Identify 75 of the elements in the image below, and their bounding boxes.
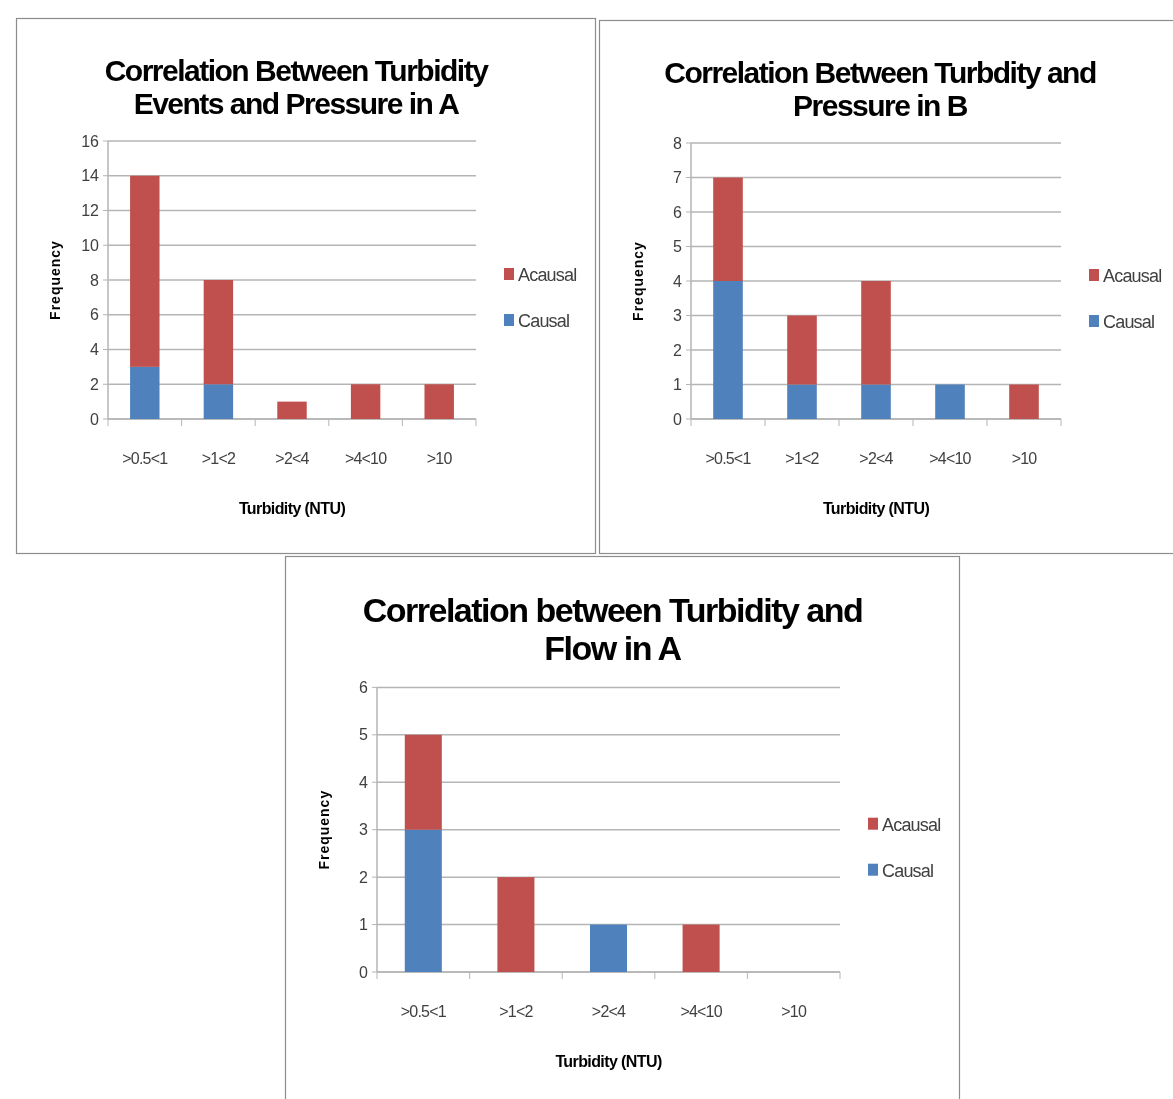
legend-label: Acausal bbox=[518, 265, 577, 286]
y-tick-label: 3 bbox=[673, 307, 683, 325]
y-tick-label: 5 bbox=[359, 726, 369, 744]
y-axis-title: Frequency bbox=[316, 789, 332, 870]
chart-title: Correlation Between Turbdity and Pressure in B bbox=[664, 56, 1096, 123]
bar bbox=[861, 281, 891, 385]
legend-label: Causal bbox=[518, 311, 570, 332]
bar bbox=[277, 401, 307, 419]
y-tick-label: 2 bbox=[90, 375, 100, 393]
bar bbox=[787, 384, 817, 419]
y-tick-label: 4 bbox=[673, 272, 683, 290]
x-tick-label: >1<2 bbox=[201, 450, 236, 467]
y-tick-label: 1 bbox=[359, 916, 369, 934]
bar bbox=[404, 829, 442, 972]
bar bbox=[1009, 384, 1039, 419]
chart-title: Correlation Between Turbidity Events and Pressure in A bbox=[104, 54, 490, 121]
x-tick-label: >2<4 bbox=[859, 450, 894, 467]
x-tick-label: >4<10 bbox=[929, 450, 972, 467]
x-tick-label: >1<2 bbox=[785, 450, 820, 467]
y-tick-label: 3 bbox=[359, 821, 369, 839]
bar bbox=[682, 924, 720, 972]
bar bbox=[861, 384, 891, 419]
y-tick-label: 16 bbox=[81, 132, 100, 150]
y-tick-label: 0 bbox=[90, 410, 100, 428]
legend-label: Acausal bbox=[1103, 266, 1162, 287]
bar bbox=[404, 734, 442, 830]
y-axis-title: Frequency bbox=[47, 240, 63, 320]
bar bbox=[497, 877, 535, 972]
y-tick-label: 5 bbox=[673, 238, 683, 256]
bar bbox=[130, 175, 160, 367]
x-tick-label: >2<4 bbox=[275, 450, 310, 467]
x-tick-label: >0.5<1 bbox=[122, 450, 169, 467]
bar bbox=[203, 280, 234, 385]
x-axis-title: Turbidity (NTU) bbox=[822, 500, 930, 517]
y-tick-label: 6 bbox=[359, 679, 369, 696]
x-tick-label: >10 bbox=[781, 1003, 807, 1020]
y-tick-label: 6 bbox=[90, 306, 100, 324]
x-tick-label: >4<10 bbox=[680, 1003, 723, 1020]
bar bbox=[713, 281, 743, 419]
bar bbox=[713, 177, 743, 281]
y-tick-label: 8 bbox=[90, 271, 100, 289]
y-tick-label: 0 bbox=[359, 963, 369, 981]
x-axis-title: Turbidity (NTU) bbox=[555, 1053, 662, 1070]
bar bbox=[589, 924, 628, 972]
y-tick-label: 2 bbox=[359, 868, 369, 886]
y-tick-label: 1 bbox=[673, 376, 683, 394]
y-tick-label: 0 bbox=[673, 410, 683, 428]
y-tick-label: 2 bbox=[673, 341, 683, 359]
bar bbox=[787, 315, 817, 385]
bar bbox=[424, 384, 454, 419]
bar bbox=[350, 384, 381, 419]
chart-title: Correlation between Turbidity and Flow in A bbox=[362, 591, 863, 667]
x-axis-title: Turbidity (NTU) bbox=[238, 500, 346, 517]
bar bbox=[130, 366, 160, 419]
x-tick-label: >4<10 bbox=[344, 450, 388, 467]
y-tick-label: 8 bbox=[673, 134, 683, 152]
x-tick-label: >0.5<1 bbox=[400, 1003, 447, 1020]
x-tick-label: >1<2 bbox=[499, 1003, 534, 1020]
x-tick-label: >2<4 bbox=[591, 1003, 627, 1020]
y-tick-label: 12 bbox=[81, 202, 100, 220]
y-tick-label: 4 bbox=[359, 773, 369, 791]
y-tick-label: 10 bbox=[81, 236, 100, 254]
y-tick-label: 6 bbox=[673, 203, 683, 221]
y-axis-title: Frequency bbox=[630, 241, 646, 321]
legend-label: Acausal bbox=[882, 815, 941, 835]
x-tick-label: >10 bbox=[426, 450, 453, 467]
x-tick-label: >10 bbox=[1011, 450, 1038, 467]
legend-label: Causal bbox=[882, 861, 934, 881]
y-tick-label: 4 bbox=[90, 341, 100, 359]
bar bbox=[935, 384, 965, 419]
legend-label: Causal bbox=[1103, 312, 1155, 333]
x-tick-label: >0.5<1 bbox=[705, 450, 752, 467]
bar bbox=[203, 384, 234, 419]
y-tick-label: 14 bbox=[81, 167, 100, 185]
y-tick-label: 7 bbox=[673, 169, 683, 187]
